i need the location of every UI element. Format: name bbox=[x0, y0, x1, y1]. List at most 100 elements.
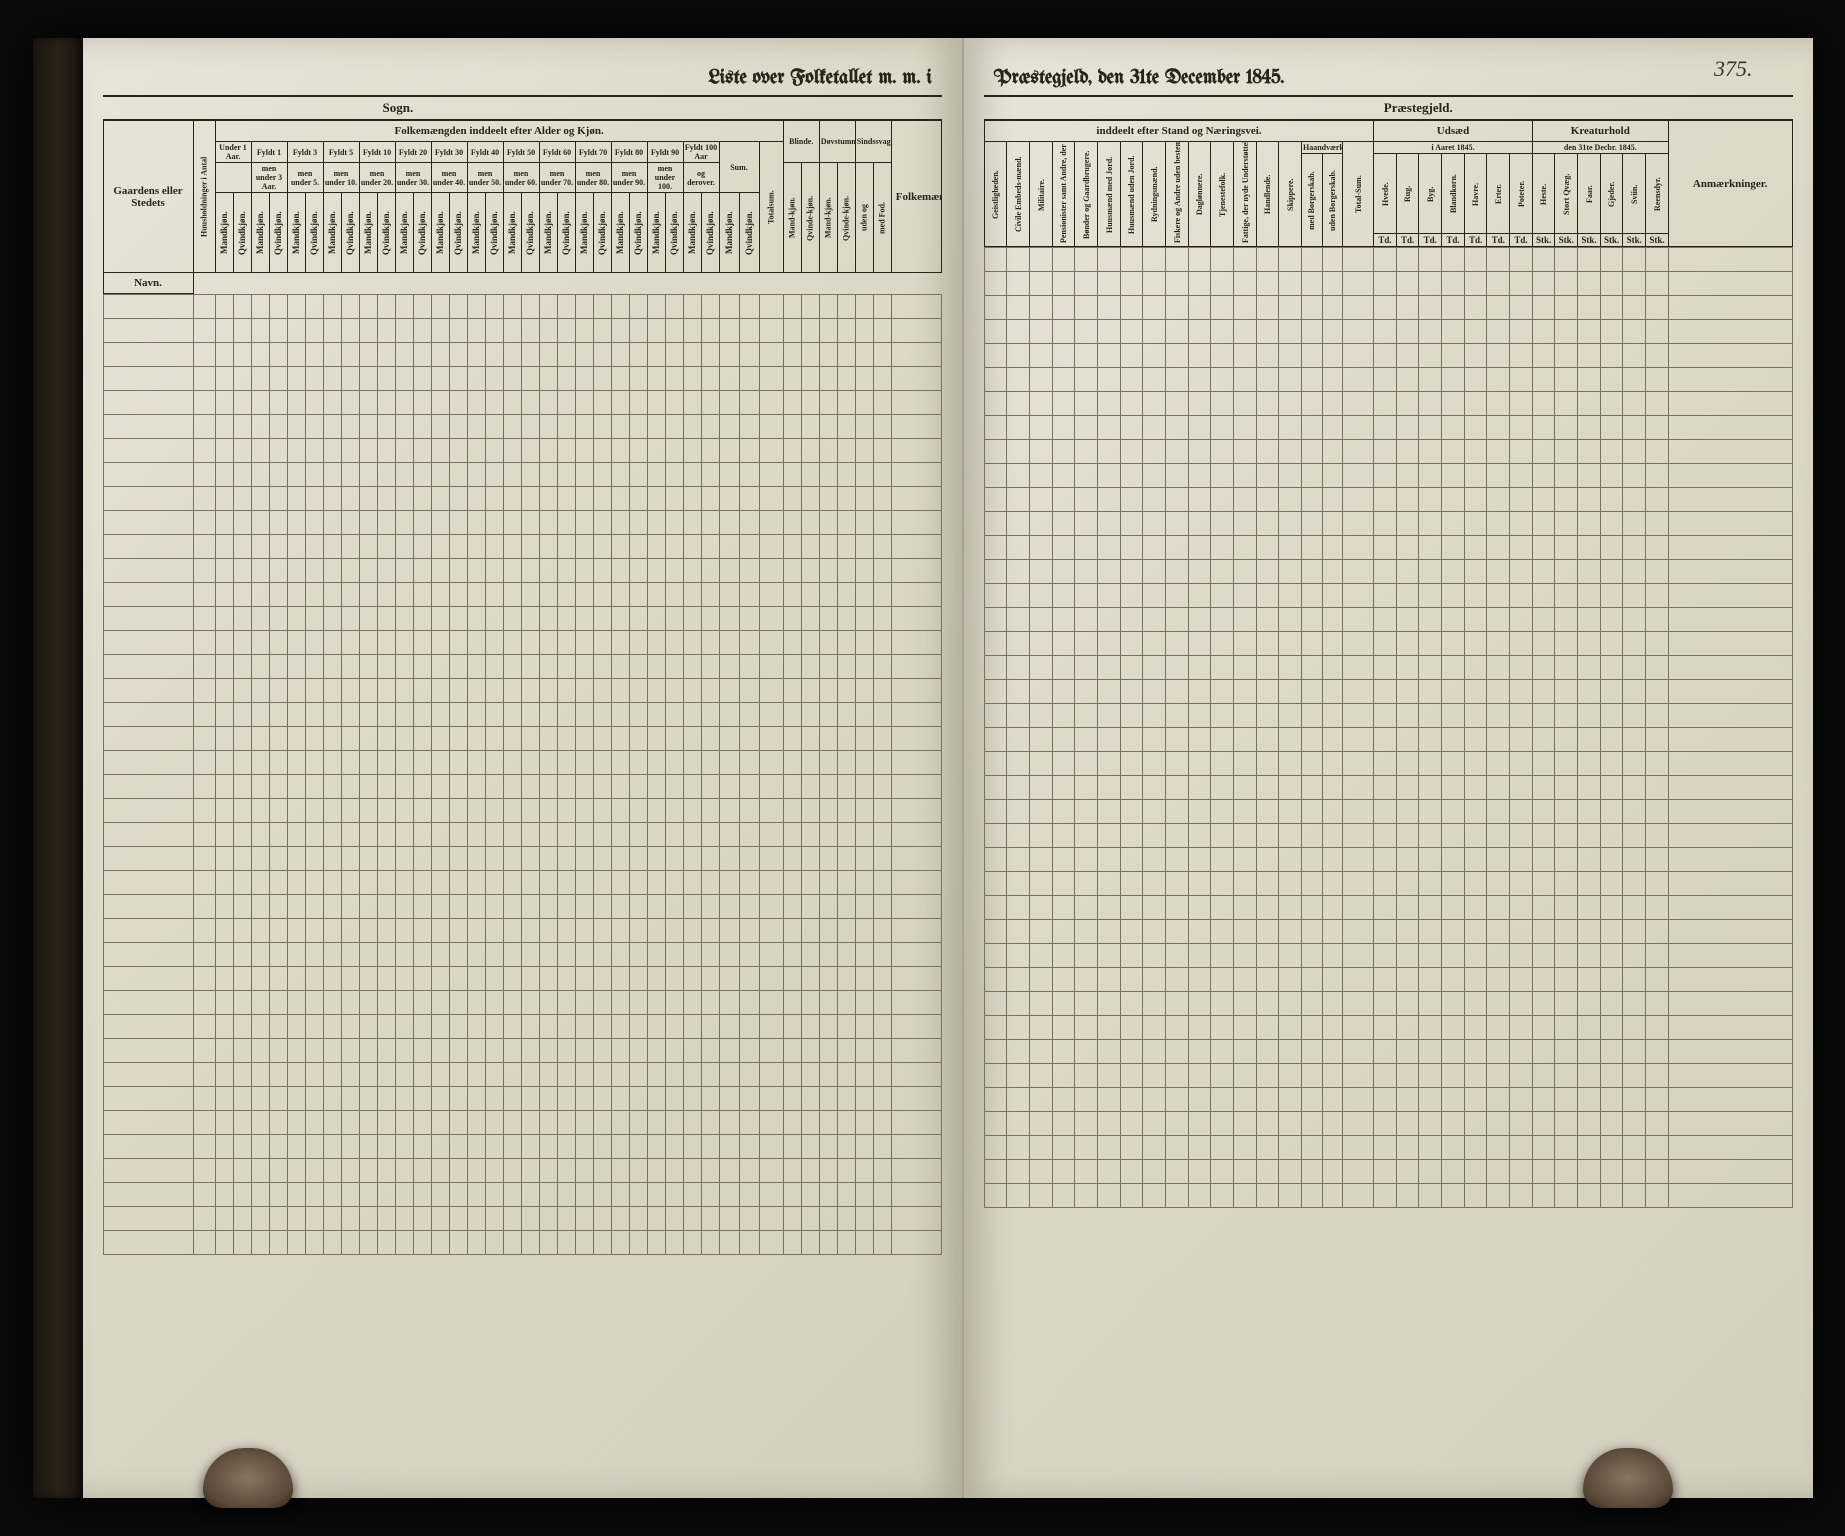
grid-cell bbox=[1211, 920, 1234, 944]
grid-cell bbox=[1075, 944, 1098, 968]
grid-cell bbox=[1464, 800, 1487, 824]
grid-cell bbox=[1322, 368, 1343, 392]
grid-cell bbox=[287, 415, 305, 439]
grid-cell bbox=[413, 295, 431, 319]
grid-cell bbox=[1030, 848, 1053, 872]
grid-cell bbox=[1419, 632, 1442, 656]
grid-cell bbox=[215, 295, 233, 319]
grid-cell bbox=[819, 511, 837, 535]
grid-cell bbox=[521, 487, 539, 511]
grid-cell bbox=[1301, 272, 1322, 296]
grid-cell bbox=[305, 583, 323, 607]
grid-cell bbox=[629, 919, 647, 943]
grid-cell bbox=[305, 295, 323, 319]
grid-cell bbox=[341, 1015, 359, 1039]
ud-5: Erter. bbox=[1487, 154, 1510, 234]
grid-cell bbox=[1343, 464, 1374, 488]
grid-cell bbox=[611, 847, 629, 871]
grid-cell bbox=[1301, 344, 1322, 368]
grid-cell bbox=[984, 272, 1007, 296]
grid-cell bbox=[449, 1135, 467, 1159]
grid-cell bbox=[1510, 848, 1533, 872]
grid-cell bbox=[1322, 1112, 1343, 1136]
grid-cell bbox=[287, 919, 305, 943]
grid-cell bbox=[819, 607, 837, 631]
grid-cell bbox=[1668, 536, 1792, 560]
grid-cell bbox=[984, 1136, 1007, 1160]
grid-cell bbox=[1374, 536, 1397, 560]
hv-med: med Borgerskab. bbox=[1301, 154, 1322, 247]
grid-cell bbox=[1301, 776, 1322, 800]
grid-cell bbox=[1052, 392, 1075, 416]
grid-cell bbox=[1234, 392, 1257, 416]
grid-cell bbox=[819, 967, 837, 991]
grid-cell bbox=[1343, 968, 1374, 992]
grid-cell bbox=[739, 1183, 759, 1207]
grid-cell bbox=[1279, 824, 1302, 848]
grid-cell bbox=[359, 799, 377, 823]
grid-cell bbox=[593, 463, 611, 487]
grid-cell bbox=[1374, 968, 1397, 992]
grid-cell bbox=[1487, 1016, 1510, 1040]
grid-cell bbox=[629, 1087, 647, 1111]
grid-cell bbox=[739, 1015, 759, 1039]
table-row bbox=[984, 728, 1792, 752]
grid-cell bbox=[629, 967, 647, 991]
grid-cell bbox=[1464, 584, 1487, 608]
grid-cell bbox=[521, 1207, 539, 1231]
grid-cell bbox=[1007, 848, 1030, 872]
grid-cell bbox=[1279, 1064, 1302, 1088]
age-5: Fyldt 20 bbox=[395, 142, 431, 163]
grid-cell bbox=[1668, 1136, 1792, 1160]
grid-cell bbox=[1419, 1112, 1442, 1136]
grid-cell bbox=[984, 872, 1007, 896]
grid-cell bbox=[1555, 584, 1578, 608]
grid-cell bbox=[739, 655, 759, 679]
grid-cell bbox=[103, 775, 193, 799]
table-row bbox=[103, 1015, 941, 1039]
table-row bbox=[984, 656, 1792, 680]
grid-cell bbox=[611, 1087, 629, 1111]
grid-cell bbox=[449, 991, 467, 1015]
grid-cell bbox=[193, 1015, 215, 1039]
grid-cell bbox=[1396, 800, 1419, 824]
grid-cell bbox=[557, 847, 575, 871]
grid-cell bbox=[1487, 1064, 1510, 1088]
grid-cell bbox=[1343, 920, 1374, 944]
grid-cell bbox=[503, 703, 521, 727]
grid-cell bbox=[801, 751, 819, 775]
grid-cell bbox=[467, 295, 485, 319]
grid-cell bbox=[873, 823, 891, 847]
grid-cell bbox=[759, 1135, 783, 1159]
grid-cell bbox=[801, 847, 819, 871]
grid-cell bbox=[1555, 1160, 1578, 1184]
grid-cell bbox=[1279, 704, 1302, 728]
grid-cell bbox=[1120, 656, 1143, 680]
grid-cell bbox=[1419, 680, 1442, 704]
grid-cell bbox=[1075, 656, 1098, 680]
grid-cell bbox=[801, 319, 819, 343]
grid-cell bbox=[467, 991, 485, 1015]
grid-cell bbox=[1007, 272, 1030, 296]
grid-cell bbox=[1419, 440, 1442, 464]
grid-cell bbox=[759, 415, 783, 439]
grid-cell bbox=[873, 367, 891, 391]
grid-cell bbox=[1442, 440, 1465, 464]
grid-cell bbox=[1120, 488, 1143, 512]
grid-cell bbox=[1075, 752, 1098, 776]
grid-cell bbox=[287, 799, 305, 823]
grid-cell bbox=[1120, 1184, 1143, 1208]
grid-cell bbox=[1234, 488, 1257, 512]
grid-cell bbox=[521, 847, 539, 871]
grid-cell bbox=[193, 847, 215, 871]
grid-cell bbox=[521, 727, 539, 751]
grid-cell bbox=[1143, 776, 1166, 800]
grid-cell bbox=[665, 319, 683, 343]
grid-cell bbox=[1279, 320, 1302, 344]
grid-cell bbox=[1442, 752, 1465, 776]
grid-cell bbox=[783, 1159, 801, 1183]
ud-u0: Td. bbox=[1374, 234, 1397, 247]
grid-cell bbox=[819, 799, 837, 823]
grid-cell bbox=[837, 463, 855, 487]
grid-cell bbox=[503, 319, 521, 343]
